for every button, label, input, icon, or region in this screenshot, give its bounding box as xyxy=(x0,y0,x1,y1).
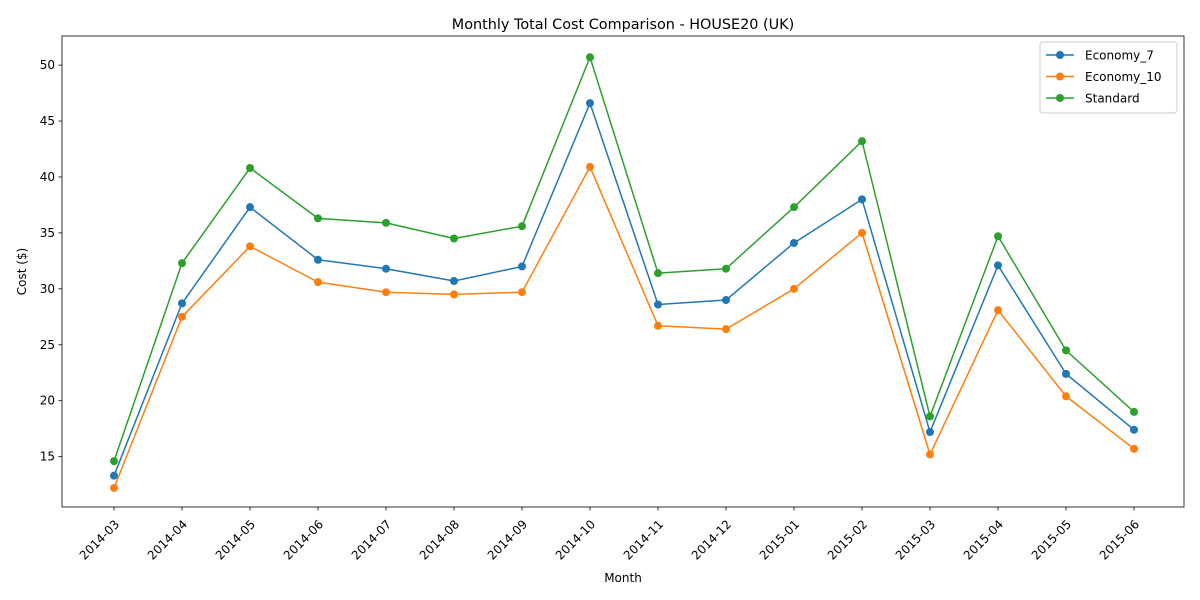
data-point-economy-7 xyxy=(314,255,322,264)
data-point-economy-10 xyxy=(178,312,186,321)
data-point-economy-7 xyxy=(518,262,526,271)
data-point-economy-10 xyxy=(314,278,322,287)
x-tick-label: 2015-05 xyxy=(1029,517,1074,562)
legend: Economy_7 Economy_10 Standard xyxy=(1039,41,1178,114)
data-point-economy-7 xyxy=(586,99,594,108)
legend-box xyxy=(1039,41,1178,114)
legend-label-economy-7: Economy_7 xyxy=(1085,49,1154,63)
data-point-economy-10 xyxy=(858,228,866,237)
data-point-economy-10 xyxy=(382,288,390,297)
legend-marker-economy-7 xyxy=(1056,51,1064,59)
legend-marker-standard xyxy=(1056,94,1064,102)
data-point-standard xyxy=(518,222,526,231)
data-point-standard xyxy=(858,137,866,146)
data-point-standard xyxy=(382,218,390,227)
legend-label-economy-10: Economy_10 xyxy=(1085,70,1162,84)
data-point-economy-10 xyxy=(1062,392,1070,401)
data-point-standard xyxy=(314,214,322,223)
x-tick-label: 2015-02 xyxy=(825,517,870,562)
x-tick-label: 2015-06 xyxy=(1097,517,1142,562)
data-point-standard xyxy=(654,269,662,278)
series-line-standard xyxy=(113,56,1135,462)
x-tick-label: 2014-11 xyxy=(621,517,666,562)
x-tick-label: 2015-01 xyxy=(757,517,802,562)
data-point-economy-7 xyxy=(110,471,118,480)
data-point-economy-10 xyxy=(246,242,254,251)
series-line-economy-10 xyxy=(113,166,1135,489)
data-point-economy-7 xyxy=(1062,369,1070,378)
y-tick-label: 50 xyxy=(40,58,55,72)
y-tick-label: 30 xyxy=(40,282,55,296)
data-point-standard xyxy=(178,259,186,268)
data-point-standard xyxy=(1130,407,1138,416)
data-point-economy-10 xyxy=(450,290,458,299)
data-point-economy-10 xyxy=(518,288,526,297)
y-axis: 15 20 25 30 35 40 45 50 xyxy=(40,58,62,464)
data-point-standard xyxy=(994,232,1002,241)
x-tick-label: 2014-10 xyxy=(553,517,598,562)
series-line-economy-7 xyxy=(113,102,1135,476)
x-axis-title: Month xyxy=(604,571,642,585)
y-tick-label: 35 xyxy=(40,226,55,240)
series-layer xyxy=(110,53,1138,492)
data-point-economy-7 xyxy=(178,299,186,308)
x-tick-label: 2014-04 xyxy=(145,517,190,562)
data-point-economy-10 xyxy=(926,450,934,459)
data-point-standard xyxy=(450,234,458,243)
x-tick-label: 2014-03 xyxy=(77,517,122,562)
data-point-economy-10 xyxy=(654,321,662,330)
data-point-standard xyxy=(586,53,594,62)
data-point-standard xyxy=(1062,346,1070,355)
data-point-economy-7 xyxy=(382,264,390,273)
data-point-economy-7 xyxy=(858,195,866,204)
x-axis: 2014-03 2014-04 2014-05 2014-06 2014-07 2014-… xyxy=(77,507,1142,563)
y-tick-label: 45 xyxy=(40,114,55,128)
x-tick-label: 2014-06 xyxy=(281,517,326,562)
x-tick-label: 2014-07 xyxy=(349,517,394,562)
data-point-economy-10 xyxy=(790,284,798,293)
data-point-standard xyxy=(722,264,730,273)
data-point-economy-7 xyxy=(722,296,730,305)
data-point-standard xyxy=(926,412,934,421)
y-axis-title: Cost ($) xyxy=(15,248,29,296)
legend-marker-economy-10 xyxy=(1056,72,1064,81)
y-tick-label: 25 xyxy=(40,338,55,352)
data-point-standard xyxy=(246,164,254,173)
data-point-economy-10 xyxy=(1130,444,1138,453)
data-point-economy-7 xyxy=(994,261,1002,270)
data-point-economy-10 xyxy=(722,325,730,334)
data-point-economy-7 xyxy=(790,238,798,247)
data-point-economy-7 xyxy=(926,428,934,437)
data-point-economy-10 xyxy=(110,483,118,492)
x-tick-label: 2014-08 xyxy=(417,517,462,562)
data-point-economy-7 xyxy=(246,203,254,212)
data-point-economy-7 xyxy=(1130,425,1138,434)
data-point-standard xyxy=(110,457,118,466)
y-tick-label: 20 xyxy=(40,394,55,408)
x-tick-label: 2014-09 xyxy=(485,517,530,562)
y-tick-label: 40 xyxy=(40,170,55,184)
data-point-economy-7 xyxy=(450,277,458,286)
data-point-economy-7 xyxy=(654,300,662,309)
legend-label-standard: Standard xyxy=(1085,92,1140,106)
chart-title: Monthly Total Cost Comparison - HOUSE20 … xyxy=(452,17,794,33)
data-point-standard xyxy=(790,203,798,212)
data-point-economy-10 xyxy=(994,306,1002,315)
x-tick-label: 2015-04 xyxy=(961,517,1006,562)
data-point-economy-10 xyxy=(586,162,594,171)
x-tick-label: 2015-03 xyxy=(893,517,938,562)
y-tick-label: 15 xyxy=(40,450,55,464)
x-tick-label: 2014-05 xyxy=(213,517,258,562)
plot-area xyxy=(61,35,1185,508)
x-tick-label: 2014-12 xyxy=(689,517,734,562)
